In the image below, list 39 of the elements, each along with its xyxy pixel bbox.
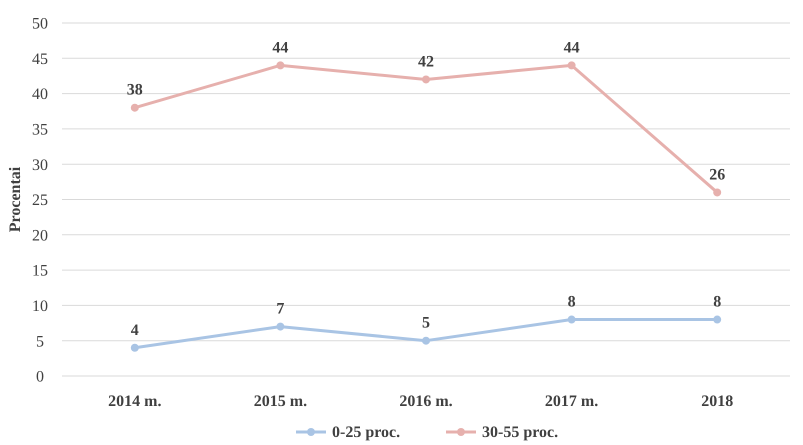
- x-tick-label: 2014 m.: [108, 393, 162, 410]
- point: [422, 75, 430, 84]
- y-tick-label: 25: [32, 192, 48, 210]
- data-label: 26: [709, 166, 726, 184]
- y-tick-label: 35: [32, 122, 48, 138]
- data-label: 44: [564, 39, 580, 56]
- x-tick-label: 2018: [701, 393, 734, 410]
- data-label: 5: [422, 314, 430, 332]
- point: [130, 344, 139, 352]
- legend-label: 0-25 proc.: [332, 424, 400, 441]
- data-label: 44: [272, 39, 288, 56]
- y-tick-label: 40: [32, 86, 48, 104]
- point: [422, 336, 430, 345]
- data-label: 7: [276, 300, 284, 318]
- point: [713, 316, 722, 324]
- point: [276, 61, 284, 70]
- point: [713, 188, 722, 196]
- y-axis-title: Procentai: [7, 166, 24, 232]
- y-tick-label: 15: [32, 262, 48, 280]
- legend-label: 30-55 proc.: [482, 424, 558, 441]
- y-tick-label: 10: [32, 298, 48, 315]
- x-tick-label: 2017 m.: [544, 393, 598, 410]
- data-label: 4: [130, 322, 139, 339]
- point: [276, 322, 284, 331]
- data-label: 8: [568, 294, 576, 311]
- point: [130, 104, 139, 112]
- x-tick-label: 2015 m.: [254, 393, 308, 410]
- data-label: 38: [126, 82, 143, 99]
- x-tick-label: 2016 m.: [399, 393, 453, 410]
- y-tick-label: 20: [32, 227, 48, 244]
- y-tick-label: 50: [32, 16, 48, 33]
- data-label: 42: [418, 53, 434, 70]
- point: [568, 316, 576, 324]
- y-tick-label: 0: [36, 368, 44, 386]
- y-tick-label: 45: [32, 50, 48, 68]
- data-label: 8: [713, 294, 722, 311]
- point: [568, 61, 576, 70]
- y-tick-label: 5: [36, 333, 44, 350]
- y-tick-label: 30: [32, 156, 48, 174]
